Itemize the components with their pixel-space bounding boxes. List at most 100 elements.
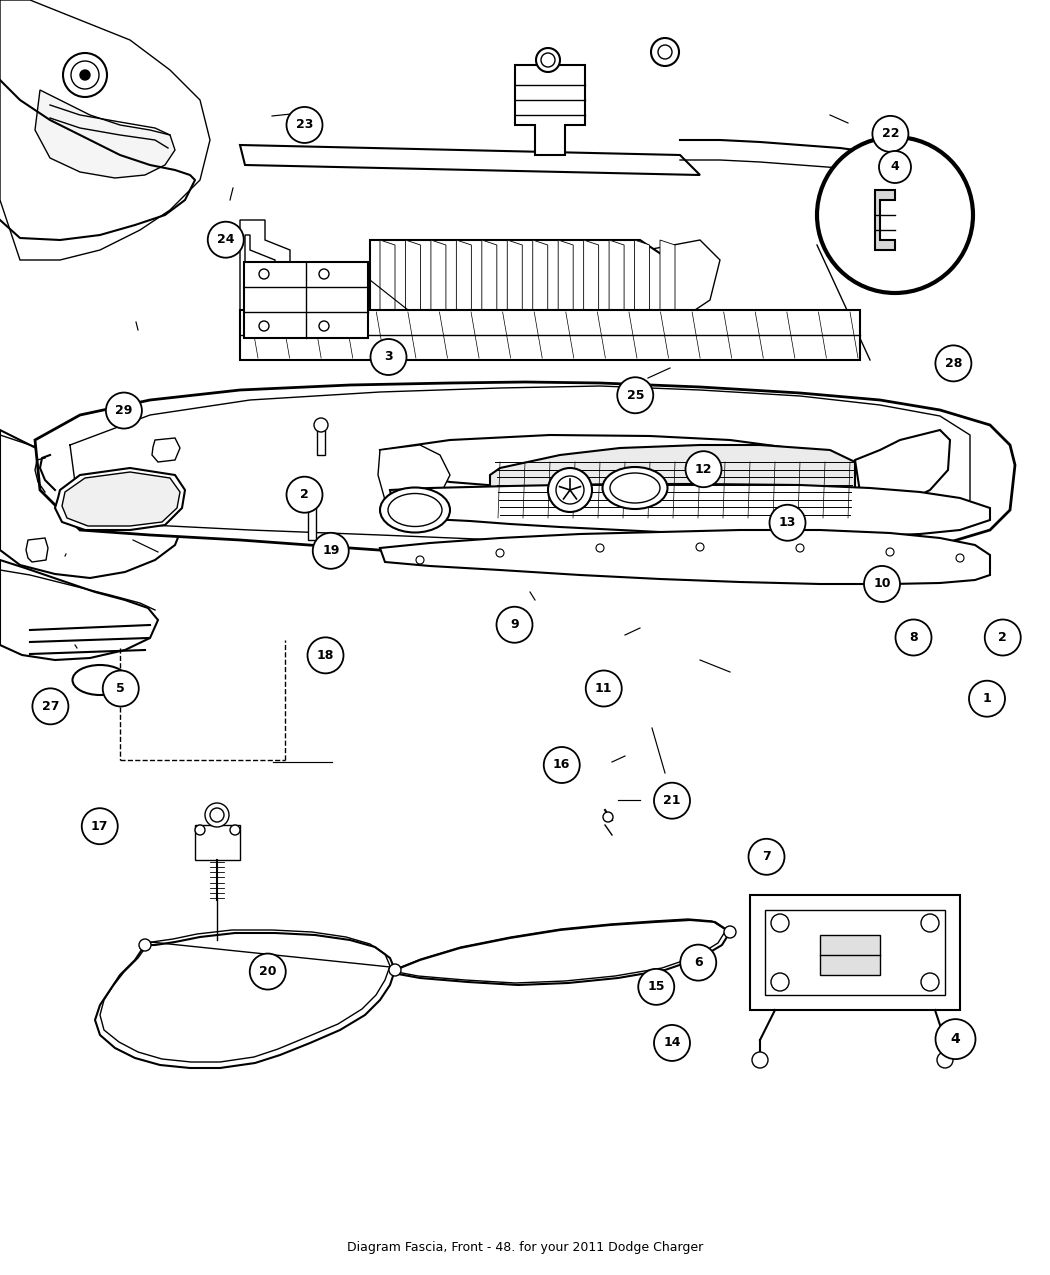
Polygon shape (507, 240, 522, 330)
Text: Diagram Fascia, Front - 48. for your 2011 Dodge Charger: Diagram Fascia, Front - 48. for your 201… (346, 1241, 704, 1253)
Polygon shape (380, 240, 395, 330)
Polygon shape (380, 530, 990, 584)
Circle shape (544, 747, 580, 783)
Polygon shape (482, 240, 497, 330)
Circle shape (896, 620, 931, 655)
Polygon shape (490, 445, 855, 524)
Text: 6: 6 (694, 956, 702, 969)
Polygon shape (0, 430, 185, 578)
Circle shape (205, 803, 229, 827)
Circle shape (210, 808, 224, 822)
Polygon shape (609, 240, 624, 330)
Circle shape (752, 1052, 768, 1068)
Circle shape (541, 54, 555, 68)
Polygon shape (55, 468, 185, 530)
Circle shape (969, 681, 1005, 717)
Circle shape (936, 346, 971, 381)
Circle shape (416, 556, 424, 564)
Circle shape (770, 505, 805, 541)
Text: 12: 12 (695, 463, 712, 476)
Circle shape (536, 48, 560, 71)
Text: 23: 23 (296, 119, 313, 131)
Polygon shape (26, 538, 48, 562)
Circle shape (371, 339, 406, 375)
Text: 29: 29 (116, 404, 132, 417)
Circle shape (80, 70, 90, 80)
Polygon shape (35, 91, 175, 178)
Polygon shape (378, 445, 450, 510)
Polygon shape (855, 430, 950, 505)
Circle shape (496, 550, 504, 557)
Circle shape (654, 1025, 690, 1061)
Text: 10: 10 (874, 578, 890, 590)
Polygon shape (152, 439, 180, 462)
Polygon shape (430, 240, 446, 330)
Polygon shape (380, 435, 850, 502)
Circle shape (313, 533, 349, 569)
Text: 28: 28 (945, 357, 962, 370)
Circle shape (195, 825, 205, 835)
Polygon shape (370, 240, 670, 330)
Polygon shape (765, 910, 945, 994)
Polygon shape (35, 382, 1015, 562)
Circle shape (556, 476, 584, 504)
Circle shape (617, 377, 653, 413)
Text: 17: 17 (91, 820, 108, 833)
Text: 16: 16 (553, 759, 570, 771)
Circle shape (771, 973, 789, 991)
Circle shape (259, 321, 269, 332)
Polygon shape (240, 310, 860, 360)
Text: 8: 8 (909, 631, 918, 644)
Circle shape (33, 688, 68, 724)
Polygon shape (317, 430, 326, 455)
Circle shape (658, 45, 672, 59)
Text: 2: 2 (999, 631, 1007, 644)
Polygon shape (390, 484, 990, 536)
Circle shape (696, 543, 704, 551)
Polygon shape (240, 145, 700, 175)
Circle shape (497, 607, 532, 643)
Circle shape (548, 468, 592, 513)
Circle shape (230, 825, 240, 835)
Text: 15: 15 (648, 980, 665, 993)
Circle shape (638, 969, 674, 1005)
Circle shape (319, 321, 329, 332)
Circle shape (603, 812, 613, 822)
Text: 19: 19 (322, 544, 339, 557)
Circle shape (208, 222, 244, 258)
Text: 22: 22 (882, 128, 899, 140)
Circle shape (873, 116, 908, 152)
Circle shape (879, 150, 911, 184)
Text: 5: 5 (117, 682, 125, 695)
Circle shape (308, 638, 343, 673)
Ellipse shape (72, 666, 127, 695)
Polygon shape (660, 240, 675, 330)
Polygon shape (0, 0, 210, 260)
Polygon shape (244, 261, 368, 338)
Text: 21: 21 (664, 794, 680, 807)
Text: 13: 13 (779, 516, 796, 529)
Circle shape (106, 393, 142, 428)
Text: 9: 9 (510, 618, 519, 631)
Polygon shape (620, 240, 720, 330)
Text: 20: 20 (259, 965, 276, 978)
Circle shape (921, 973, 939, 991)
Polygon shape (245, 235, 275, 310)
Text: 24: 24 (217, 233, 234, 246)
Circle shape (956, 555, 964, 562)
Polygon shape (62, 472, 180, 527)
Circle shape (259, 269, 269, 279)
Circle shape (319, 269, 329, 279)
Ellipse shape (388, 493, 442, 527)
Polygon shape (240, 221, 290, 310)
Text: 27: 27 (42, 700, 59, 713)
Ellipse shape (380, 487, 450, 533)
Circle shape (724, 926, 736, 938)
Circle shape (686, 451, 721, 487)
Polygon shape (308, 505, 316, 541)
Circle shape (596, 544, 604, 552)
Text: 4: 4 (890, 161, 900, 173)
Text: 14: 14 (664, 1037, 680, 1049)
Circle shape (937, 1052, 953, 1068)
Circle shape (287, 107, 322, 143)
